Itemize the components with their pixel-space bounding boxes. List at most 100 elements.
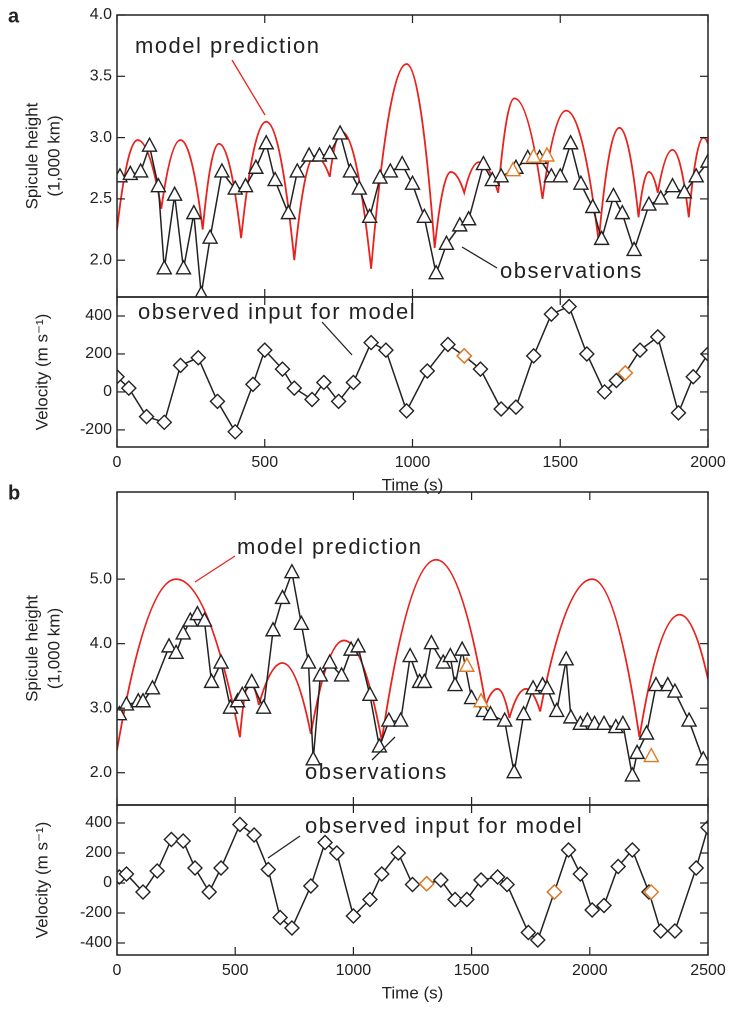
- triangle-marker: [552, 167, 569, 183]
- diamond-marker: [499, 876, 516, 893]
- diamond-marker: [546, 884, 563, 900]
- diamond-marker: [246, 827, 263, 843]
- x-tick-label: 0: [113, 454, 122, 471]
- triangle-marker: [605, 186, 622, 203]
- diamond-marker: [419, 363, 436, 380]
- y-tick-label: 5.0: [90, 570, 112, 587]
- diamond-marker: [649, 328, 666, 345]
- diamond-marker: [117, 368, 125, 385]
- annotation-pointer: [194, 555, 236, 583]
- triangle-marker: [680, 711, 698, 727]
- triangle-marker: [156, 259, 173, 275]
- triangle-marker: [666, 682, 684, 698]
- triangle-marker: [699, 152, 708, 168]
- annotation-pointer: [267, 835, 301, 859]
- triangle-marker: [595, 714, 613, 731]
- y-tick-label: 0: [103, 383, 112, 400]
- diamond-marker: [138, 408, 155, 425]
- diamond-marker: [244, 376, 261, 393]
- annotation: model prediction: [237, 534, 422, 559]
- triangle-marker: [652, 189, 669, 205]
- triangle-marker: [505, 763, 523, 779]
- diamond-marker: [201, 884, 218, 900]
- x-axis-label: Time (s): [382, 983, 444, 1002]
- annotation: observed input for model: [138, 299, 416, 324]
- diamond-marker: [418, 875, 435, 892]
- x-tick-label: 2000: [690, 454, 726, 471]
- diamond-marker: [447, 891, 464, 908]
- annotation-pointer: [231, 59, 266, 116]
- triangle-marker: [416, 207, 433, 224]
- triangle-marker: [280, 204, 297, 220]
- triangle-marker: [300, 653, 317, 669]
- diamond-marker: [456, 347, 473, 364]
- x-tick-label: 1500: [454, 962, 490, 979]
- diamond-marker: [560, 842, 577, 858]
- diamond-marker: [493, 401, 510, 418]
- triangle-marker: [548, 701, 565, 718]
- y-tick-label: -200: [80, 904, 112, 921]
- y-tick-label: 2.0: [90, 251, 112, 268]
- diamond-marker: [272, 909, 289, 926]
- x-tick-label: 2500: [690, 962, 726, 979]
- diamond-marker: [584, 902, 601, 918]
- triangle-marker: [361, 207, 378, 224]
- triangle-marker: [264, 621, 282, 637]
- triangle-marker: [593, 229, 610, 246]
- triangle-marker: [167, 643, 185, 660]
- diamond-marker: [187, 860, 204, 876]
- triangle-marker: [584, 198, 601, 214]
- triangle-marker: [255, 698, 272, 714]
- diamond-marker: [572, 866, 589, 882]
- annotation: observations: [305, 759, 448, 784]
- triangle-marker: [401, 647, 419, 663]
- diamond-marker: [260, 861, 277, 878]
- triangle-marker: [237, 177, 254, 193]
- triangle-marker: [351, 179, 368, 195]
- diamond-marker: [688, 860, 705, 876]
- diamond-marker: [432, 872, 449, 888]
- triangle-marker: [166, 185, 183, 201]
- panel-letter: b: [8, 482, 20, 504]
- diamond-marker: [666, 923, 683, 939]
- triangle-marker: [625, 240, 643, 257]
- diamond-marker: [561, 298, 578, 315]
- triangle-marker: [640, 195, 658, 211]
- diamond-marker: [632, 342, 649, 359]
- diamond-marker: [525, 347, 542, 364]
- y-tick-label: 400: [85, 814, 112, 831]
- plot-frame: [116, 804, 709, 956]
- annotation: model prediction: [135, 33, 320, 58]
- triangle-marker: [283, 563, 301, 579]
- triangle-marker: [194, 285, 208, 297]
- annotation-pointer: [461, 246, 498, 269]
- diamond-marker: [283, 920, 300, 936]
- triangle-marker: [380, 711, 398, 727]
- plot-area: [117, 298, 708, 440]
- triangle-marker: [144, 679, 161, 695]
- plot-area: [117, 816, 708, 948]
- triangle-marker: [258, 134, 275, 150]
- diamond-marker: [670, 404, 687, 421]
- y-tick-label: 3.5: [90, 68, 112, 85]
- diamond-marker: [172, 357, 189, 374]
- triangle-marker: [572, 174, 590, 190]
- diamond-marker: [345, 908, 362, 924]
- triangle-marker: [305, 750, 322, 766]
- y-tick-label: 2.0: [90, 764, 112, 781]
- diamond-marker: [473, 872, 490, 888]
- y-tick-label: 4.0: [90, 635, 112, 652]
- triangle-marker: [266, 171, 284, 187]
- panel: [116, 296, 709, 448]
- triangle-marker: [293, 614, 310, 630]
- triangle-marker: [525, 147, 542, 163]
- y-tick-label: 0: [103, 874, 112, 891]
- triangle-marker: [659, 676, 676, 692]
- panel-letter: a: [8, 5, 20, 27]
- triangle-marker: [300, 146, 318, 162]
- triangle-marker: [614, 204, 631, 220]
- y-tick-label: 4.0: [90, 6, 112, 23]
- triangle-marker: [442, 647, 459, 663]
- triangle-marker: [614, 714, 632, 731]
